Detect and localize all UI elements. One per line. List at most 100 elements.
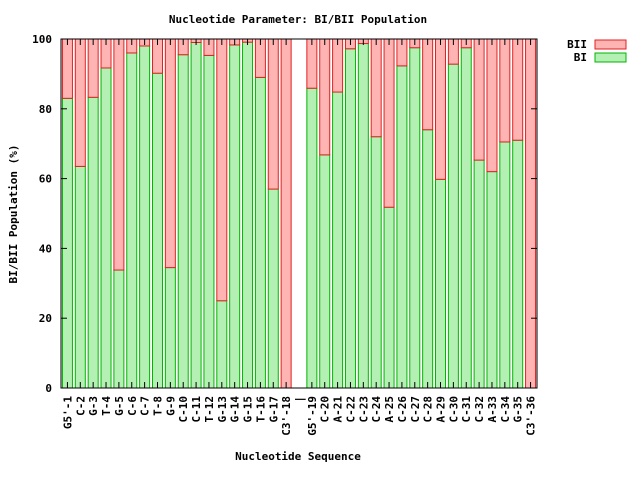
x-tick-label-A-29: A-29: [435, 396, 448, 423]
x-tick-label-C-10: C-10: [177, 396, 190, 423]
x-tick-label-G-15: G-15: [242, 396, 255, 423]
x-tick-label-C-2: C-2: [74, 396, 87, 416]
bar-bi-A-29: [435, 178, 447, 389]
bar-bi-C-27: [409, 47, 421, 389]
x-tick-label-A-25: A-25: [383, 396, 396, 423]
bar-bii-C-24: [370, 38, 382, 138]
x-tick-label-A-33: A-33: [486, 396, 499, 423]
plot-frame: [60, 38, 538, 389]
bar-bi-G-17: [267, 188, 279, 389]
x-tick-label-C-24: C-24: [370, 396, 383, 423]
x-tick-label-C-28: C-28: [422, 396, 435, 423]
y-tick-label-80: 80: [39, 103, 52, 116]
x-tick-label-T-12: T-12: [203, 396, 216, 423]
bar-bii-C-2: [74, 38, 86, 167]
x-tick-label-G5'-1: G5'-1: [61, 396, 74, 429]
x-tick-label-C-20: C-20: [319, 396, 332, 423]
bar-bi-C-31: [460, 47, 472, 389]
legend-label-BI: BI: [574, 51, 587, 64]
bar-bii-G5'-1: [61, 38, 73, 99]
bar-bii-C-34: [499, 38, 511, 143]
bar-bii-G-13: [216, 38, 228, 302]
bar-bi-C-34: [499, 141, 511, 389]
x-tick-label-G5'-19: G5'-19: [306, 396, 319, 436]
bar-bii-C3'-36: [525, 38, 537, 389]
bar-bi-G5'-19: [306, 87, 318, 389]
y-tick-label-40: 40: [39, 242, 52, 255]
bar-bii-A-29: [435, 38, 447, 180]
bar-bi-C-23: [357, 43, 369, 389]
bar-bi-G-35: [512, 139, 524, 389]
x-tick-label-T-16: T-16: [254, 396, 267, 423]
bar-bii-G-5: [113, 38, 125, 271]
bar-bii-C-32: [473, 38, 485, 161]
x-tick-label-T-4: T-4: [100, 396, 113, 416]
bar-bi-C-6: [126, 52, 138, 389]
bar-bi-C-20: [319, 154, 331, 389]
bar-bi-T-4: [100, 67, 112, 389]
bar-bi-A-21: [332, 91, 344, 389]
bar-bi-G-14: [229, 44, 241, 389]
bar-bii-G-3: [87, 38, 99, 98]
x-tick-label-G-14: G-14: [229, 396, 242, 423]
legend-swatch-BI: [594, 52, 627, 63]
bar-bi-G-9: [164, 267, 176, 389]
x-tick-label-C-6: C-6: [126, 396, 139, 416]
bar-bi-C-2: [74, 165, 86, 389]
x-tick-label-T-8: T-8: [151, 396, 164, 416]
bar-bii-G-9: [164, 38, 176, 269]
bar-bi-T-12: [203, 54, 215, 389]
bar-bi-T-16: [254, 76, 266, 389]
x-tick-label-C-23: C-23: [357, 396, 370, 423]
y-tick-label-20: 20: [39, 312, 52, 325]
bar-bii-C-28: [422, 38, 434, 131]
x-axis: G5'-1 C-2 G-3 T-4 G-5 C-6 C-7 T-8 G-9 C-10 C-11 T-1…: [61, 39, 538, 436]
bar-bii-A-25: [383, 38, 395, 208]
bar-bi-G5'-1: [61, 97, 73, 389]
x-tick-label-G-17: G-17: [267, 396, 280, 423]
bar-bi-T-8: [151, 72, 163, 389]
x-tick-label-C-26: C-26: [396, 396, 409, 423]
y-tick-label-0: 0: [45, 382, 52, 395]
bar-bii-G-17: [267, 38, 279, 190]
x-tick-label-C-27: C-27: [409, 396, 422, 423]
bar-bi-C-28: [422, 129, 434, 389]
x-tick-label-C-7: C-7: [139, 396, 152, 416]
bar-bi-C-22: [344, 48, 356, 389]
x-tick-label-C-32: C-32: [473, 396, 486, 423]
x-tick-label-G-35: G-35: [512, 396, 525, 423]
y-axis: 0 20 40 60 80 100: [32, 33, 537, 395]
y-axis-label: BI/BII Population (%): [7, 144, 20, 283]
bar-bi-C-30: [447, 63, 459, 389]
bar-bi-C-11: [190, 41, 202, 389]
x-tick-label-C-30: C-30: [447, 396, 460, 423]
x-axis-label: Nucleotide Sequence: [235, 450, 361, 463]
bar-bi-G-3: [87, 96, 99, 389]
bar-bii-G-35: [512, 38, 524, 141]
bar-bi-G-13: [216, 300, 228, 389]
y-tick-label-100: 100: [32, 33, 52, 46]
bar-bii-A-21: [332, 38, 344, 93]
bar-bi-G-15: [242, 41, 254, 389]
bar-bi-C-24: [370, 136, 382, 389]
x-tick-label-C-11: C-11: [190, 396, 203, 423]
x-tick-label-G-3: G-3: [87, 396, 100, 416]
x-tick-label-C-22: C-22: [344, 396, 357, 423]
bars-layer: [61, 38, 537, 389]
legend-swatch-BII: [594, 39, 627, 50]
x-tick-label-C3'-18: C3'-18: [280, 396, 293, 436]
bar-bii-C3'-18: [280, 38, 292, 389]
x-tick-label-C3'-36: C3'-36: [525, 396, 538, 436]
bar-bii-C-20: [319, 38, 331, 156]
x-tick-label-|: |: [293, 396, 306, 403]
x-tick-label-G-13: G-13: [216, 396, 229, 423]
x-tick-label-C-31: C-31: [460, 396, 473, 423]
bar-bi-C-26: [396, 65, 408, 389]
bar-bi-C-32: [473, 159, 485, 389]
x-tick-label-G-9: G-9: [164, 396, 177, 416]
y-tick-label-60: 60: [39, 173, 52, 186]
chart-title: Nucleotide Parameter: BI/BII Population: [169, 13, 427, 26]
bar-bii-G5'-19: [306, 38, 318, 89]
